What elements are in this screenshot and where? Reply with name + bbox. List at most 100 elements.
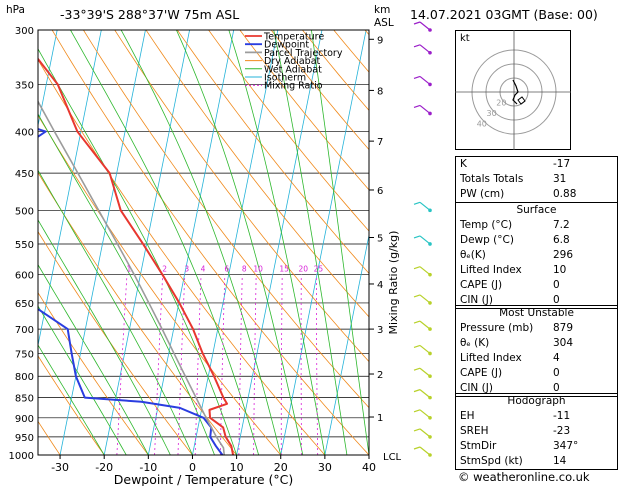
wind-barb-flag: [413, 104, 421, 109]
wet-adiabat-line: [38, 344, 105, 455]
mixing-ratio-label: 1: [127, 265, 132, 274]
wet-adiabat-line: [120, 30, 282, 455]
pressure-tick-label: 900: [15, 414, 34, 425]
pressure-tick-label: 650: [15, 299, 34, 310]
wind-barb-flag: [413, 409, 421, 413]
wind-barb-flag: [413, 344, 421, 349]
wind-barb: [419, 235, 431, 245]
wind-barb-flag: [413, 446, 421, 450]
mixing-ratio-label: 25: [314, 265, 324, 274]
isotherm-line: [103, 30, 190, 455]
surface-row: Temp (°C) 7.2: [460, 219, 570, 231]
surface-row: CIN (J) 0: [460, 294, 560, 306]
most-unstable-title: Most Unstable: [499, 307, 574, 319]
pressure-tick-label: 500: [15, 206, 34, 217]
isotherm-line: [280, 30, 367, 455]
mixing-ratio-label: 6: [224, 265, 229, 274]
dry-adiabat-line: [38, 58, 326, 455]
wind-barb: [419, 104, 431, 114]
wind-barb: [419, 266, 431, 276]
surface-title: Surface: [516, 204, 557, 216]
parcel-trajectory-series: [38, 99, 226, 455]
temperature-series: [38, 57, 235, 455]
dry-adiabat-line: [239, 30, 369, 191]
wet-adiabat-line: [38, 263, 149, 455]
most-unstable-box: Most Unstable Pressure (mb) 879 θₑ (K) 304…: [455, 305, 618, 397]
wet-adiabat-line: [38, 219, 171, 455]
datetime-title: 14.07.2021 03GMT (Base: 00): [410, 7, 598, 22]
wind-barb: [419, 294, 431, 304]
wind-barb-dot: [428, 50, 432, 55]
footer-credit[interactable]: © weatheronline.co.uk: [458, 470, 590, 484]
wind-barb-flag: [413, 389, 421, 393]
dry-adiabat-line: [270, 30, 369, 151]
wet-adiabat-line: [176, 30, 304, 455]
x-tick-label: 20: [274, 461, 288, 474]
dry-adiabat-line: [38, 171, 237, 455]
wind-barb: [419, 428, 431, 438]
x-tick-label: 0: [189, 461, 196, 474]
dry-adiabat-line: [38, 355, 105, 455]
location-title: -33°39'S 288°37'W 75m ASL: [60, 7, 240, 22]
hodograph-trace: [512, 79, 519, 105]
isotherm-line: [38, 30, 102, 348]
hodo-row: SREH -23: [460, 425, 571, 437]
wind-barb: [419, 44, 431, 54]
wind-barb-flag: [413, 235, 421, 239]
legend-item: Mixing Ratio: [264, 81, 323, 92]
pressure-tick-label: 450: [15, 169, 34, 180]
legend-item: Temperature: [263, 32, 324, 43]
dry-adiabat-line: [83, 30, 369, 409]
pressure-tick-label: 1000: [9, 451, 34, 462]
wind-barb: [419, 389, 431, 399]
wet-adiabat-line: [311, 30, 369, 455]
wet-adiabat-line: [38, 169, 193, 455]
asl-label: ASL: [374, 17, 394, 29]
legend-item: Parcel Trajectory: [264, 48, 343, 59]
unstable-row: CAPE (J) 0: [460, 367, 560, 379]
km-tick-label: 8: [377, 86, 383, 97]
isotherm-line: [147, 30, 235, 455]
wind-barb-dot: [428, 82, 432, 87]
pressure-tick-label: 300: [15, 26, 34, 37]
wet-adiabat-line: [228, 30, 326, 455]
legend-item: Dry Adiabat: [264, 56, 321, 67]
wind-barb-dot: [428, 351, 432, 356]
wind-barb: [419, 344, 431, 354]
wind-barb-dot: [428, 395, 432, 400]
km-tick-label: 3: [377, 325, 383, 336]
km-tick-label: 2: [377, 370, 383, 381]
mixing-ratio-label: 10: [253, 265, 263, 274]
wind-barb-dot: [428, 416, 432, 420]
unstable-row: θₑ (K) 304: [460, 337, 574, 349]
hodograph-ring-label: 30: [487, 109, 497, 118]
surface-row: Lifted Index 10: [460, 264, 567, 276]
wind-barb: [419, 320, 431, 330]
x-tick-label: -10: [139, 461, 157, 474]
pressure-tick-label: 950: [15, 433, 34, 444]
wind-barb-dot: [428, 28, 432, 32]
km-label: km: [374, 4, 391, 16]
wind-barb-dot: [428, 111, 432, 116]
unstable-row: CIN (J) 0: [460, 382, 560, 394]
pressure-tick-label: 350: [15, 80, 34, 91]
wet-adiabat-line: [38, 305, 127, 455]
hodograph-kt-label: kt: [460, 33, 470, 44]
pressure-tick-label: 400: [15, 128, 34, 139]
wind-barb: [419, 201, 431, 211]
hodo-row: StmSpd (kt) 14: [460, 455, 567, 467]
pressure-tick-label: 550: [15, 240, 34, 251]
index-row-totals: Totals Totals 31: [460, 173, 567, 185]
isotherm-line: [236, 30, 323, 455]
wind-barb: [419, 75, 431, 85]
mixing-ratio-label: 15: [279, 265, 289, 274]
wind-barb: [419, 367, 431, 377]
mixing-ratio-line: [280, 274, 283, 455]
dry-adiabat-line: [38, 291, 149, 455]
mixing-ratio-label: 4: [201, 265, 206, 274]
wind-barb-dot: [428, 208, 432, 213]
indices-box: K -17 Totals Totals 31 PW (cm) 0.88: [455, 156, 618, 203]
x-tick-label: 30: [318, 461, 332, 474]
